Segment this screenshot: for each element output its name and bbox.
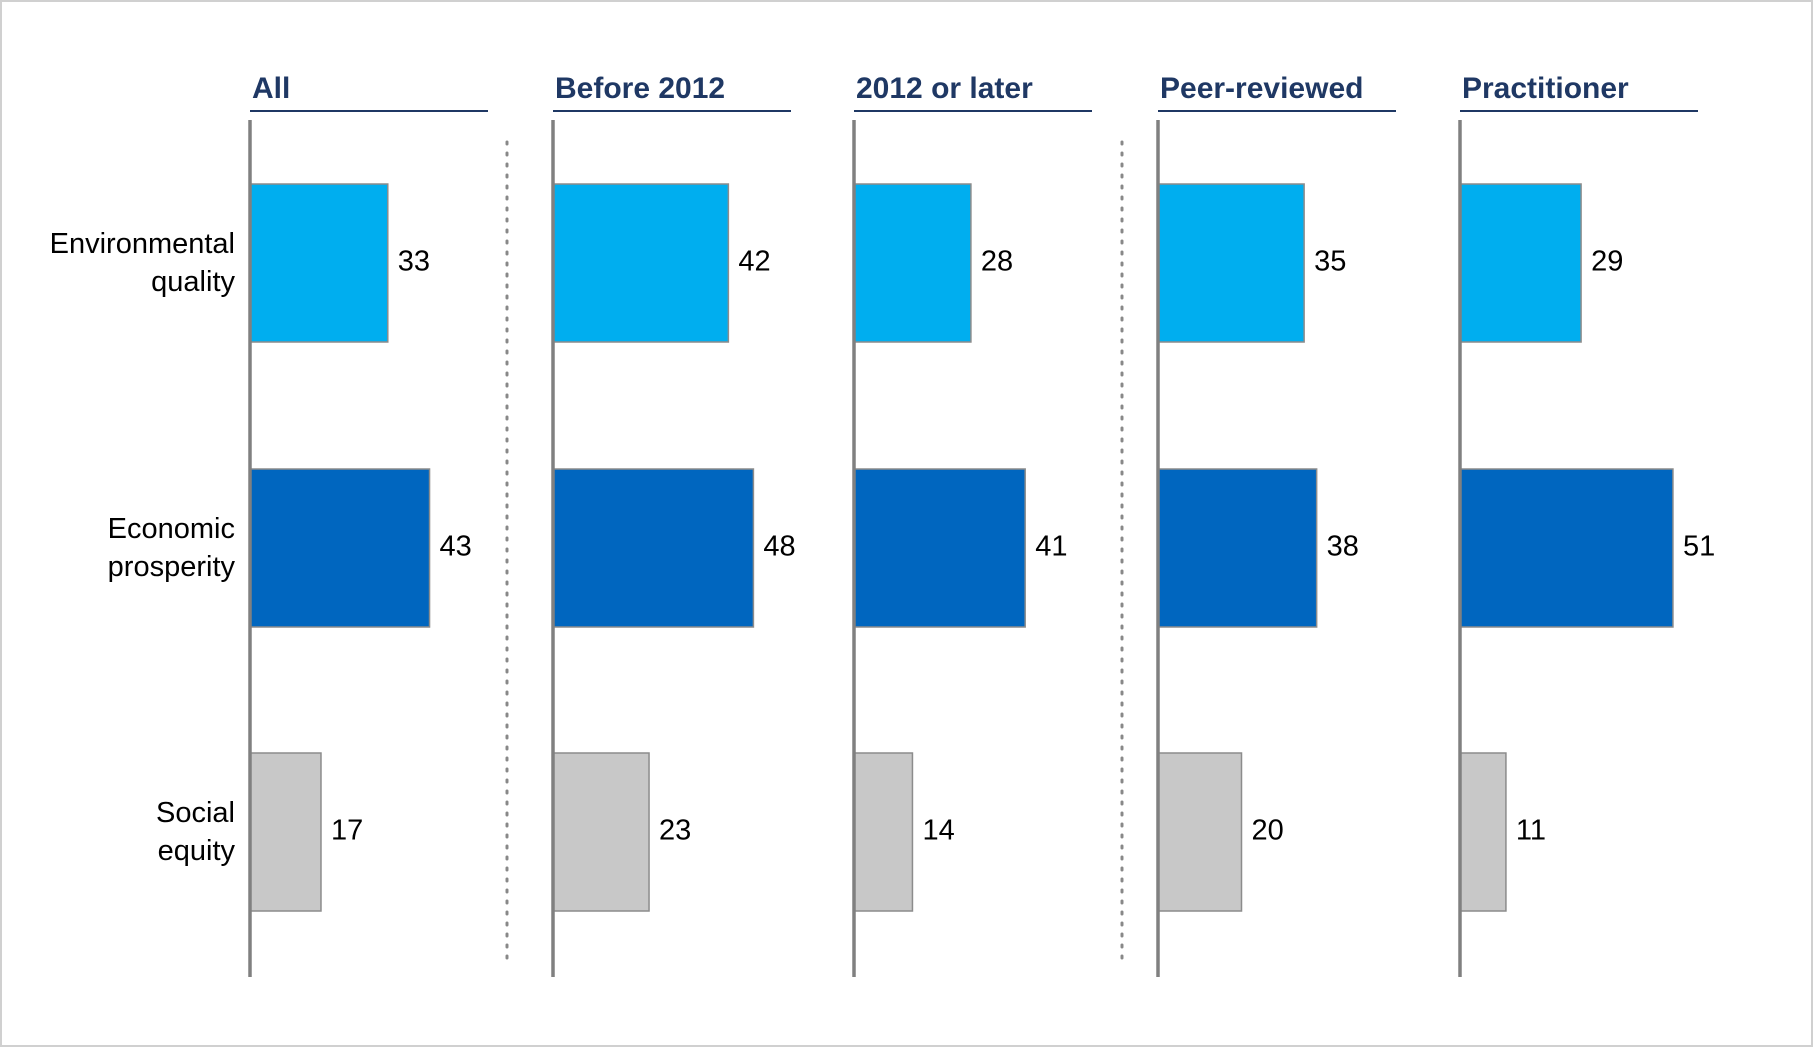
value-label: 33 [398,246,430,278]
bar [1459,752,1507,912]
bar [552,752,650,912]
bar [1459,183,1582,343]
panel-title: All [252,72,290,105]
category-label: Environmental quality [49,228,235,298]
value-label: 29 [1591,246,1623,278]
panel-title: 2012 or later [856,72,1033,105]
bar [552,183,730,343]
bar [853,468,1026,628]
category-label: Social equity [156,797,235,867]
panel-title: Peer-reviewed [1160,72,1363,105]
value-label: 38 [1327,531,1359,563]
bar [249,468,431,628]
bar [249,752,322,912]
value-label: 42 [738,246,770,278]
value-label: 43 [440,531,472,563]
bar [552,468,755,628]
category-label: Economic prosperity [107,513,235,583]
value-label: 14 [922,815,954,847]
value-label: 20 [1252,815,1284,847]
bar [853,183,972,343]
bar [1459,468,1674,628]
value-label: 35 [1314,246,1346,278]
bar [1157,183,1305,343]
bar [1157,752,1243,912]
value-label: 17 [331,815,363,847]
bar [1157,468,1318,628]
value-label: 23 [659,815,691,847]
value-label: 41 [1035,531,1067,563]
value-label: 51 [1683,531,1715,563]
value-label: 11 [1516,815,1546,847]
value-label: 28 [981,246,1013,278]
panel-title: Before 2012 [555,72,725,105]
panel-title: Practitioner [1462,72,1629,105]
bar [853,752,914,912]
bar [249,183,389,343]
value-label: 48 [763,531,795,563]
